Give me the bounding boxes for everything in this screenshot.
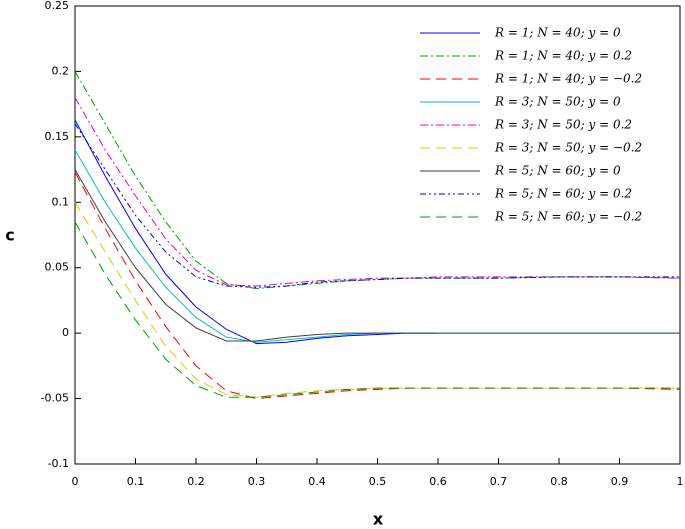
x-tick-label: 0.2 (187, 475, 205, 488)
y-axis-label: c (5, 226, 14, 245)
y-tick-label: 0.15 (45, 130, 70, 143)
x-tick-label: 0.5 (369, 475, 387, 488)
series-line (74, 149, 680, 343)
series-line (74, 202, 680, 398)
legend-label: R = 5; N = 60; y = 0 (494, 164, 621, 178)
x-tick-label: 0.1 (127, 475, 145, 488)
x-tick-label: 0.4 (308, 475, 326, 488)
x-tick-label: 1 (677, 475, 684, 488)
series-line (74, 97, 681, 287)
legend-label: R = 5; N = 60; y = 0.2 (494, 187, 632, 201)
y-tick-label: -0.1 (48, 457, 69, 470)
y-tick-label: 0.2 (52, 64, 70, 77)
legend-label: R = 1; N = 40; y = 0.2 (494, 49, 632, 63)
x-tick-label: 0.3 (248, 475, 266, 488)
legend-label: R = 1; N = 40; y = −0.2 (494, 72, 642, 86)
x-tick-label: 0.7 (490, 475, 508, 488)
y-tick-label: 0.05 (45, 261, 70, 274)
legend-label: R = 3; N = 50; y = 0.2 (494, 118, 632, 132)
series-line (74, 123, 680, 288)
legend-label: R = 3; N = 50; y = 0 (494, 95, 621, 109)
series-line (74, 71, 681, 290)
x-tick-label: 0.9 (611, 475, 629, 488)
x-tick-label: 0.6 (429, 475, 447, 488)
x-tick-label: 0.8 (550, 475, 568, 488)
series-line (74, 119, 438, 345)
series-line (74, 171, 681, 400)
y-tick-label: 0.1 (52, 195, 70, 208)
y-tick-label: 0.25 (45, 0, 70, 12)
legend-label: R = 1; N = 40; y = 0 (494, 26, 621, 40)
legend-label: R = 5; N = 60; y = −0.2 (494, 210, 642, 224)
x-tick-label: 0 (72, 475, 79, 488)
y-tick-label: -0.05 (41, 392, 69, 405)
series-line (74, 221, 680, 398)
series-line (74, 169, 680, 342)
y-tick-label: 0 (62, 326, 69, 339)
x-axis-label: x (373, 510, 384, 529)
legend-label: R = 3; N = 50; y = −0.2 (494, 141, 642, 155)
